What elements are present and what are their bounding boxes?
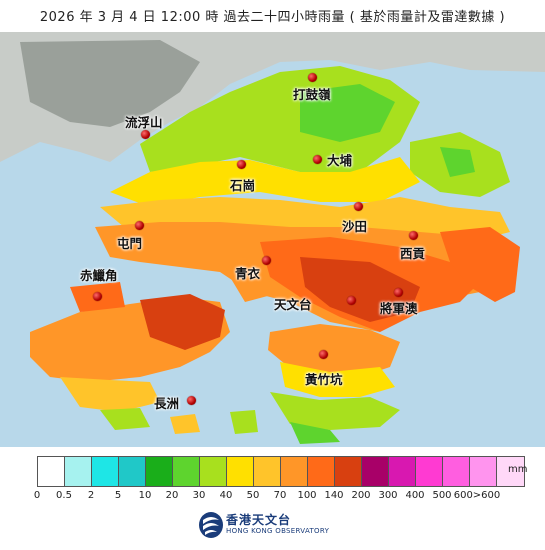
legend-tick-label: 600>600	[453, 490, 501, 501]
station-marker	[262, 256, 271, 265]
rain-region-north-green	[300, 84, 395, 142]
legend-tick-label: 30	[192, 490, 206, 501]
place-label: 屯門	[117, 236, 143, 251]
rain-region-yellow	[110, 157, 420, 207]
legend-swatch	[119, 457, 146, 486]
mainland-urban	[20, 40, 200, 127]
map-title: 2026 年 3 月 4 日 12:00 時 過去二十四小時雨量 ( 基於雨量計…	[39, 10, 506, 25]
place-label: 石崗	[230, 178, 256, 193]
legend-swatch	[254, 457, 281, 486]
legend-tick-label: 100	[297, 490, 317, 501]
legend-swatch	[146, 457, 173, 486]
legend-tick-label: 5	[114, 490, 122, 501]
legend-swatch	[173, 457, 200, 486]
station-marker	[347, 296, 356, 305]
legend-swatch	[38, 457, 65, 486]
place-label: 打鼓嶺	[293, 87, 331, 102]
logo-english-name: HONG KONG OBSERVATORY	[226, 527, 330, 535]
rainfall-legend	[37, 456, 525, 487]
legend-swatch	[65, 457, 92, 486]
rain-region-east-darkgreen	[440, 147, 475, 177]
logo-chinese-name: 香港天文台	[226, 513, 292, 527]
legend-tick-label: 70	[273, 490, 287, 501]
station-marker	[93, 292, 102, 301]
station-marker	[308, 73, 317, 82]
legend-tick-label: 2	[87, 490, 95, 501]
rain-region-sai-kung	[440, 227, 520, 302]
legend-swatch	[227, 457, 254, 486]
legend-tick-label: 10	[138, 490, 152, 501]
rain-region-light-orange	[100, 197, 510, 242]
legend-tick-label: 20	[165, 490, 179, 501]
legend-swatch	[416, 457, 443, 486]
legend-tick-label: 40	[219, 490, 233, 501]
station-marker	[187, 396, 196, 405]
place-label: 大埔	[327, 153, 353, 168]
legend-swatch	[281, 457, 308, 486]
observatory-logo: 香港天文台 HONG KONG OBSERVATORY	[198, 510, 358, 542]
legend-swatch	[362, 457, 389, 486]
legend-tick-label: 300	[378, 490, 398, 501]
place-label: 長洲	[154, 396, 180, 411]
station-marker	[319, 350, 328, 359]
legend-swatch	[92, 457, 119, 486]
place-label: 青衣	[235, 266, 261, 281]
rain-region-cheung-chau	[170, 414, 200, 434]
rain-region-hk-south-green	[270, 392, 400, 430]
legend-tick-label: 140	[324, 490, 344, 501]
rain-region-red-core	[300, 257, 420, 322]
rain-region-hk-south-yellow	[280, 362, 395, 397]
legend-tick-label: 50	[246, 490, 260, 501]
legend-tick-label: 200	[351, 490, 371, 501]
place-label: 將軍澳	[380, 301, 418, 316]
hko-emblem-icon	[199, 512, 223, 538]
legend-swatch	[470, 457, 497, 486]
rainfall-map	[0, 32, 545, 447]
legend-tick-label: 400	[405, 490, 425, 501]
place-label: 西貢	[400, 246, 426, 261]
rain-region-lamma	[230, 410, 258, 434]
legend-swatch	[335, 457, 362, 486]
legend-swatch	[200, 457, 227, 486]
rain-region-south-islands	[290, 422, 340, 444]
station-marker	[313, 155, 322, 164]
rain-region-lantau-green	[100, 408, 150, 430]
legend-tick-label: 0.5	[56, 490, 72, 501]
legend-tick-label: 0	[33, 490, 41, 501]
rain-region-hk-island	[268, 324, 400, 377]
place-label: 天文台	[274, 297, 312, 312]
legend-swatch	[443, 457, 470, 486]
station-marker	[237, 160, 246, 169]
legend-swatch	[497, 457, 524, 486]
legend-swatch	[308, 457, 335, 486]
station-marker	[394, 288, 403, 297]
place-label: 流浮山	[125, 115, 163, 130]
legend-unit: mm	[508, 464, 528, 475]
legend-tick-label: 500	[432, 490, 452, 501]
place-label: 赤鱲角	[80, 268, 118, 283]
rain-region-lantau-south	[60, 377, 160, 412]
place-label: 黃竹坑	[305, 372, 343, 387]
station-marker	[409, 231, 418, 240]
station-marker	[135, 221, 144, 230]
place-label: 沙田	[342, 219, 368, 234]
rain-region-tsing-yi	[230, 272, 275, 302]
station-marker	[141, 130, 150, 139]
station-marker	[354, 202, 363, 211]
rain-region-lantau-red	[140, 294, 225, 350]
legend-swatch	[389, 457, 416, 486]
